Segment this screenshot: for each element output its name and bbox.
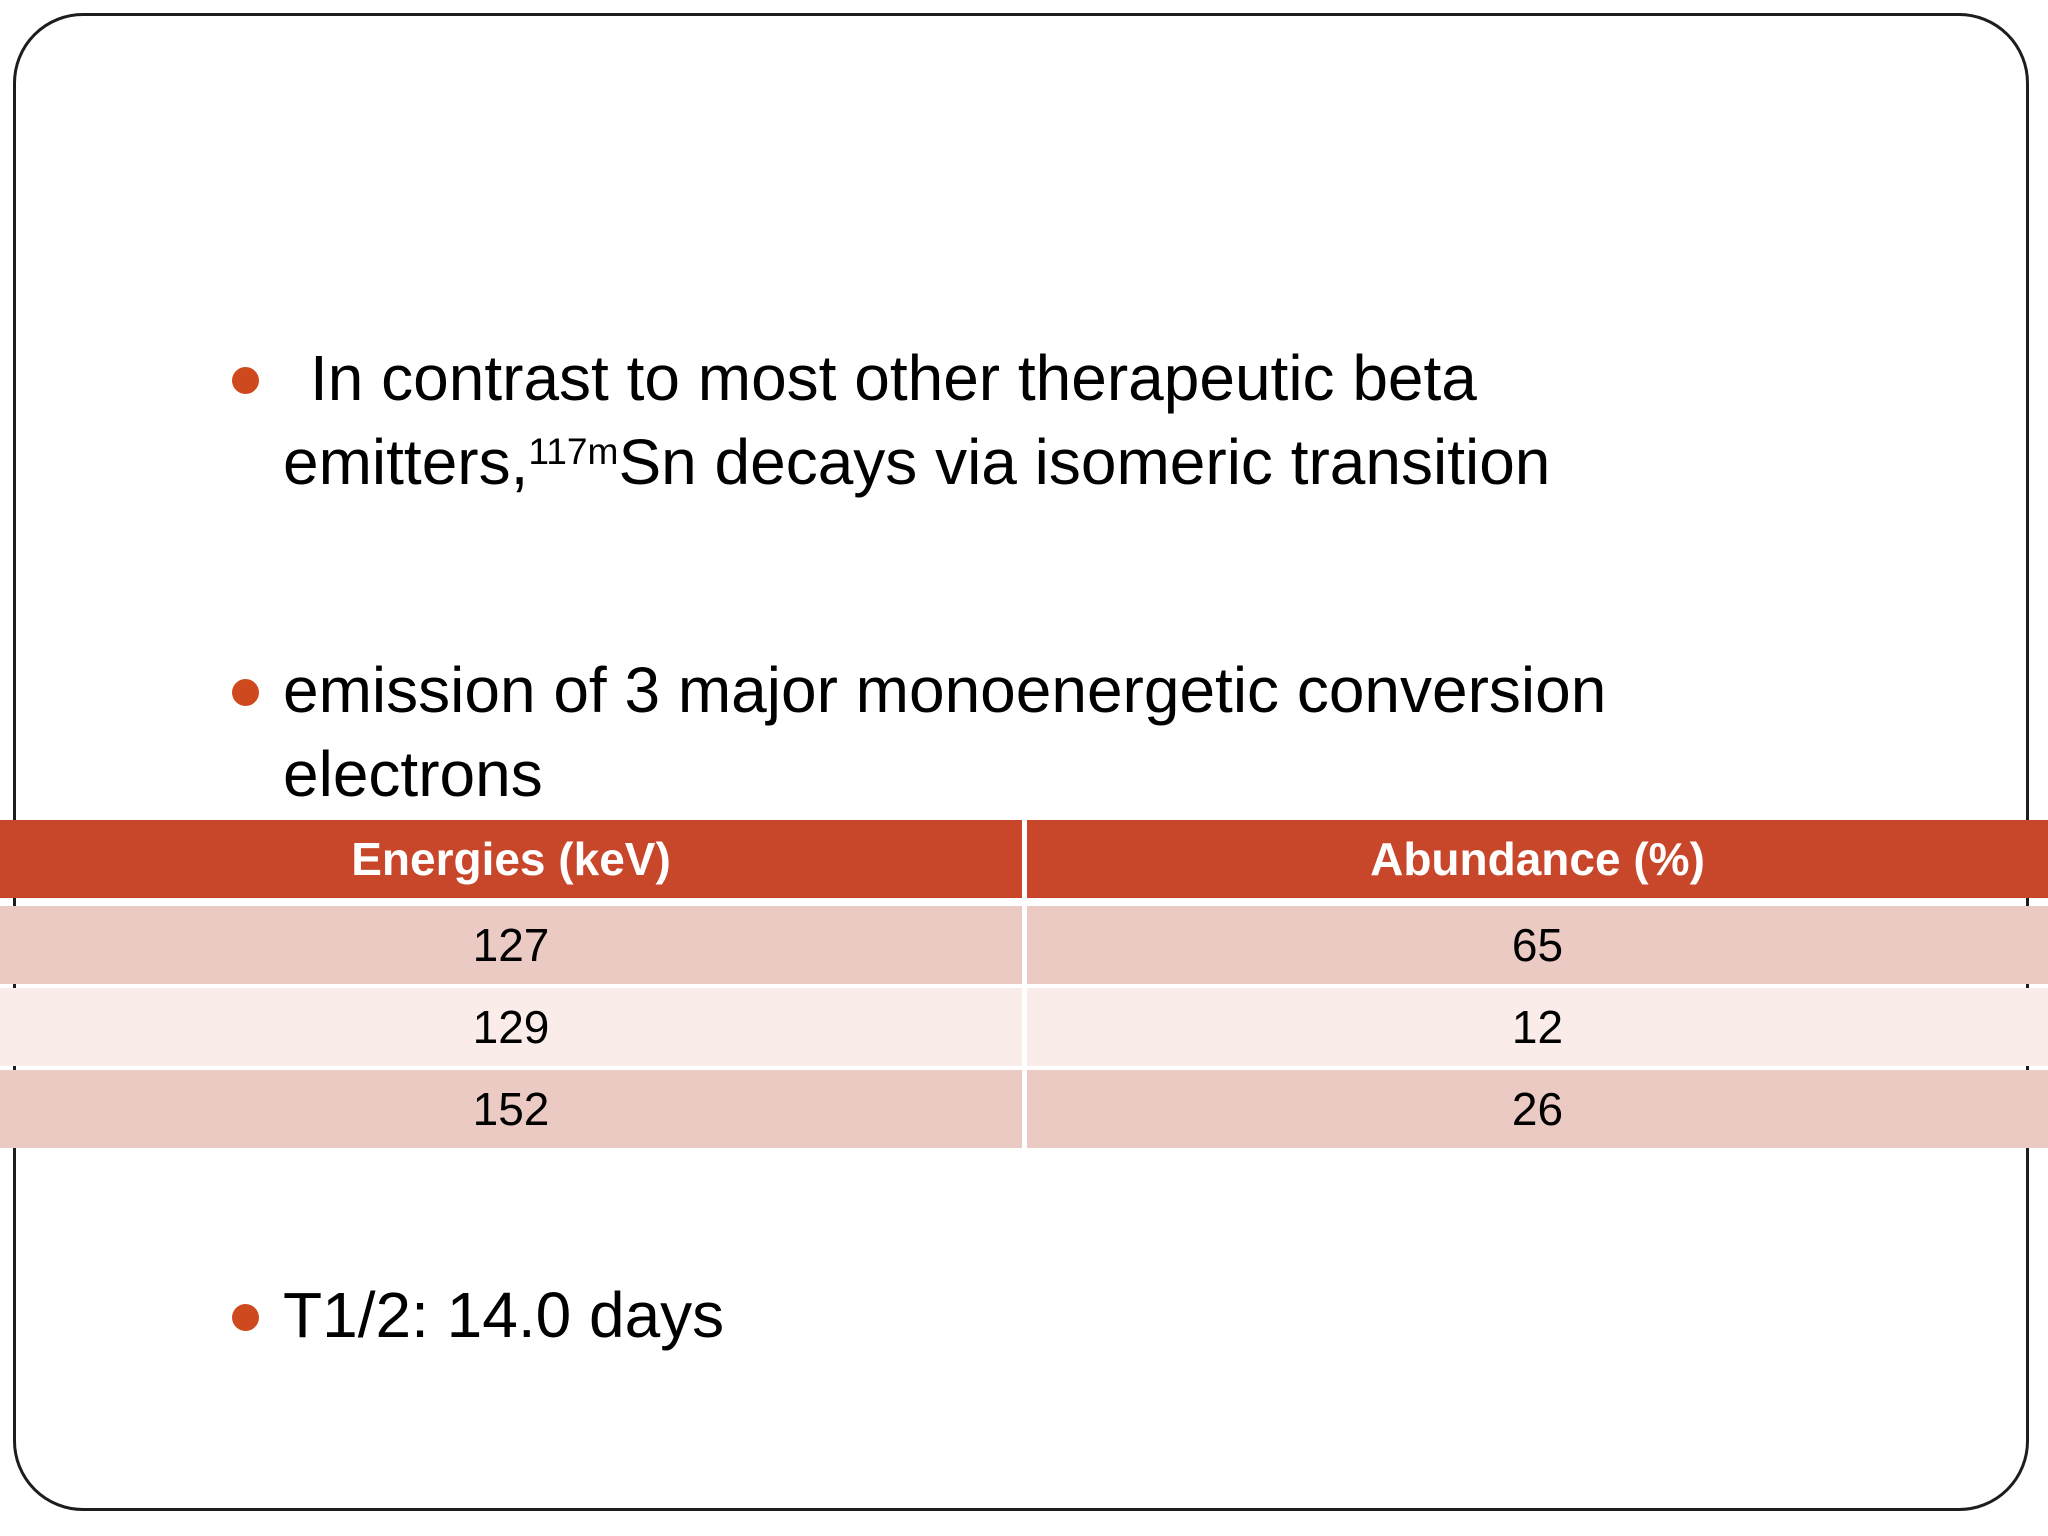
table-row: 129 12: [0, 988, 2048, 1066]
bullet-item-half-life: T1/2: 14.0 days: [232, 1273, 1903, 1357]
table-cell-energy: 127: [0, 906, 1022, 984]
isotope-superscript: 117m: [528, 429, 619, 472]
energies-abundance-table: Energies (keV) Abundance (%) 127 65 129 …: [0, 820, 2048, 1152]
table-row: 127 65: [0, 906, 2048, 984]
table-cell-energy: 152: [0, 1070, 1022, 1148]
table-header-energies: Energies (keV): [0, 820, 1022, 898]
bullet-text-line: emitters,117mSn decays via isomeric tran…: [283, 420, 1903, 513]
table-cell-abundance: 12: [1027, 988, 2048, 1066]
bullet-text-line: emission of 3 major monoenergetic conver…: [283, 654, 1607, 726]
table-cell-energy: 129: [0, 988, 1022, 1066]
slide-border-frame: [13, 13, 2029, 1511]
table-row: 152 26: [0, 1070, 2048, 1148]
table-cell-abundance: 26: [1027, 1070, 2048, 1148]
bullet-text-line: T1/2: 14.0 days: [283, 1279, 725, 1351]
bullet-text-line: electrons: [283, 738, 543, 810]
bullet-icon: [232, 367, 259, 394]
bullet-item-conversion-electrons: emission of 3 major monoenergetic conver…: [232, 648, 1903, 816]
table-header-abundance: Abundance (%): [1027, 820, 2048, 898]
bullet-text-segment: emitters,: [283, 426, 529, 498]
bullet-text-segment: Sn decays via isomeric transition: [618, 426, 1551, 498]
bullet-item-isomeric-transition: In contrast to most other therapeutic be…: [232, 336, 1903, 513]
bullet-text-line: In contrast to most other therapeutic be…: [310, 342, 1477, 414]
table-header-row: Energies (keV) Abundance (%): [0, 820, 2048, 898]
bullet-icon: [232, 1304, 259, 1331]
table-cell-abundance: 65: [1027, 906, 2048, 984]
bullet-icon: [232, 679, 259, 706]
